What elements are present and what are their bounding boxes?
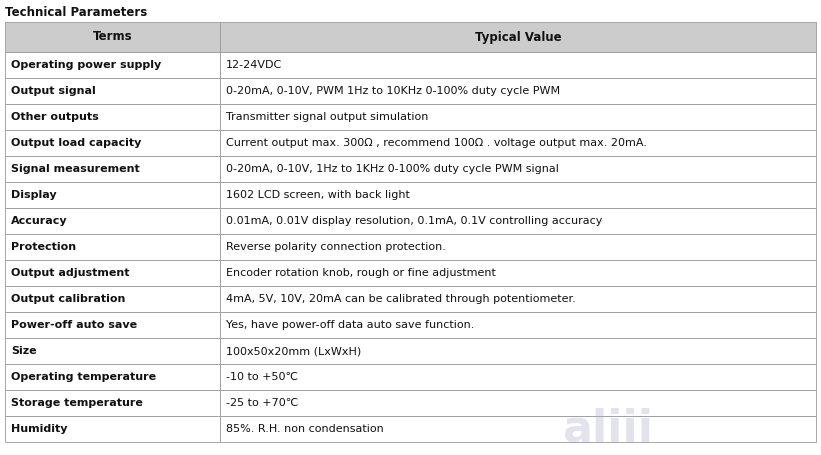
Text: Operating temperature: Operating temperature — [11, 372, 156, 382]
Bar — [5, 364, 220, 390]
Text: 100x50x20mm (LxWxH): 100x50x20mm (LxWxH) — [226, 346, 361, 356]
Text: Reverse polarity connection protection.: Reverse polarity connection protection. — [226, 242, 446, 252]
Bar — [220, 416, 816, 442]
Bar — [5, 182, 220, 208]
Text: 1602 LCD screen, with back light: 1602 LCD screen, with back light — [226, 190, 410, 200]
Bar — [5, 22, 220, 52]
Text: Operating power supply: Operating power supply — [11, 60, 161, 70]
Bar — [220, 260, 816, 286]
Bar — [5, 78, 220, 104]
Text: Other outputs: Other outputs — [11, 112, 99, 122]
Bar — [220, 130, 816, 156]
Bar — [220, 390, 816, 416]
Text: Display: Display — [11, 190, 57, 200]
Text: Technical Parameters: Technical Parameters — [5, 6, 147, 19]
Bar — [220, 208, 816, 234]
Bar — [5, 52, 220, 78]
Bar — [220, 156, 816, 182]
Bar — [220, 234, 816, 260]
Bar — [5, 260, 220, 286]
Text: 85%. R.H. non condensation: 85%. R.H. non condensation — [226, 424, 383, 434]
Text: 4mA, 5V, 10V, 20mA can be calibrated through potentiometer.: 4mA, 5V, 10V, 20mA can be calibrated thr… — [226, 294, 576, 304]
Text: 0-20mA, 0-10V, PWM 1Hz to 10KHz 0-100% duty cycle PWM: 0-20mA, 0-10V, PWM 1Hz to 10KHz 0-100% d… — [226, 86, 560, 96]
Text: -25 to +70℃: -25 to +70℃ — [226, 398, 298, 408]
Text: Output signal: Output signal — [11, 86, 96, 96]
Text: Current output max. 300Ω , recommend 100Ω . voltage output max. 20mA.: Current output max. 300Ω , recommend 100… — [226, 138, 647, 148]
Bar — [220, 182, 816, 208]
Bar — [5, 390, 220, 416]
Bar — [220, 312, 816, 338]
Bar — [5, 208, 220, 234]
Bar — [220, 338, 816, 364]
Text: Typical Value: Typical Value — [475, 30, 562, 44]
Text: Storage temperature: Storage temperature — [11, 398, 143, 408]
Text: 12-24VDC: 12-24VDC — [226, 60, 282, 70]
Bar — [5, 156, 220, 182]
Text: Output adjustment: Output adjustment — [11, 268, 130, 278]
Bar — [5, 234, 220, 260]
Text: Power-off auto save: Power-off auto save — [11, 320, 137, 330]
Text: Terms: Terms — [93, 30, 132, 44]
Text: Output calibration: Output calibration — [11, 294, 126, 304]
Text: Size: Size — [11, 346, 37, 356]
Text: Signal measurement: Signal measurement — [11, 164, 140, 174]
Bar — [5, 286, 220, 312]
Text: Encoder rotation knob, rough or fine adjustment: Encoder rotation knob, rough or fine adj… — [226, 268, 496, 278]
Bar — [5, 338, 220, 364]
Bar — [5, 104, 220, 130]
Bar — [5, 130, 220, 156]
Bar — [220, 364, 816, 390]
Bar — [5, 416, 220, 442]
Text: Output load capacity: Output load capacity — [11, 138, 141, 148]
Text: 0.01mA, 0.01V display resolution, 0.1mA, 0.1V controlling accuracy: 0.01mA, 0.01V display resolution, 0.1mA,… — [226, 216, 603, 226]
Text: Protection: Protection — [11, 242, 76, 252]
Text: aliii: aliii — [562, 408, 653, 450]
Bar — [5, 312, 220, 338]
Bar — [220, 52, 816, 78]
Bar — [220, 286, 816, 312]
Bar — [220, 22, 816, 52]
Text: 0-20mA, 0-10V, 1Hz to 1KHz 0-100% duty cycle PWM signal: 0-20mA, 0-10V, 1Hz to 1KHz 0-100% duty c… — [226, 164, 559, 174]
Bar — [220, 104, 816, 130]
Text: -10 to +50℃: -10 to +50℃ — [226, 372, 298, 382]
Text: Accuracy: Accuracy — [11, 216, 67, 226]
Bar — [220, 78, 816, 104]
Text: Yes, have power-off data auto save function.: Yes, have power-off data auto save funct… — [226, 320, 475, 330]
Text: Humidity: Humidity — [11, 424, 67, 434]
Text: Transmitter signal output simulation: Transmitter signal output simulation — [226, 112, 429, 122]
